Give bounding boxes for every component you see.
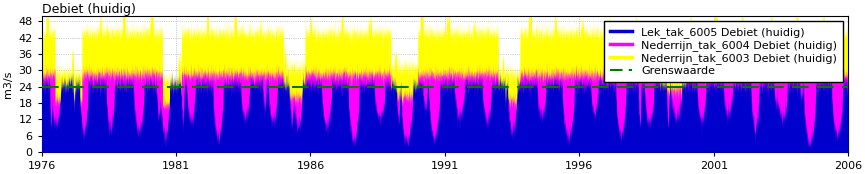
Y-axis label: m3/s: m3/s — [3, 70, 13, 98]
Text: Debiet (huidig): Debiet (huidig) — [42, 3, 136, 16]
Legend: Lek_tak_6005 Debiet (huidig), Nederrijn_tak_6004 Debiet (huidig), Nederrijn_tak_: Lek_tak_6005 Debiet (huidig), Nederrijn_… — [605, 21, 843, 82]
